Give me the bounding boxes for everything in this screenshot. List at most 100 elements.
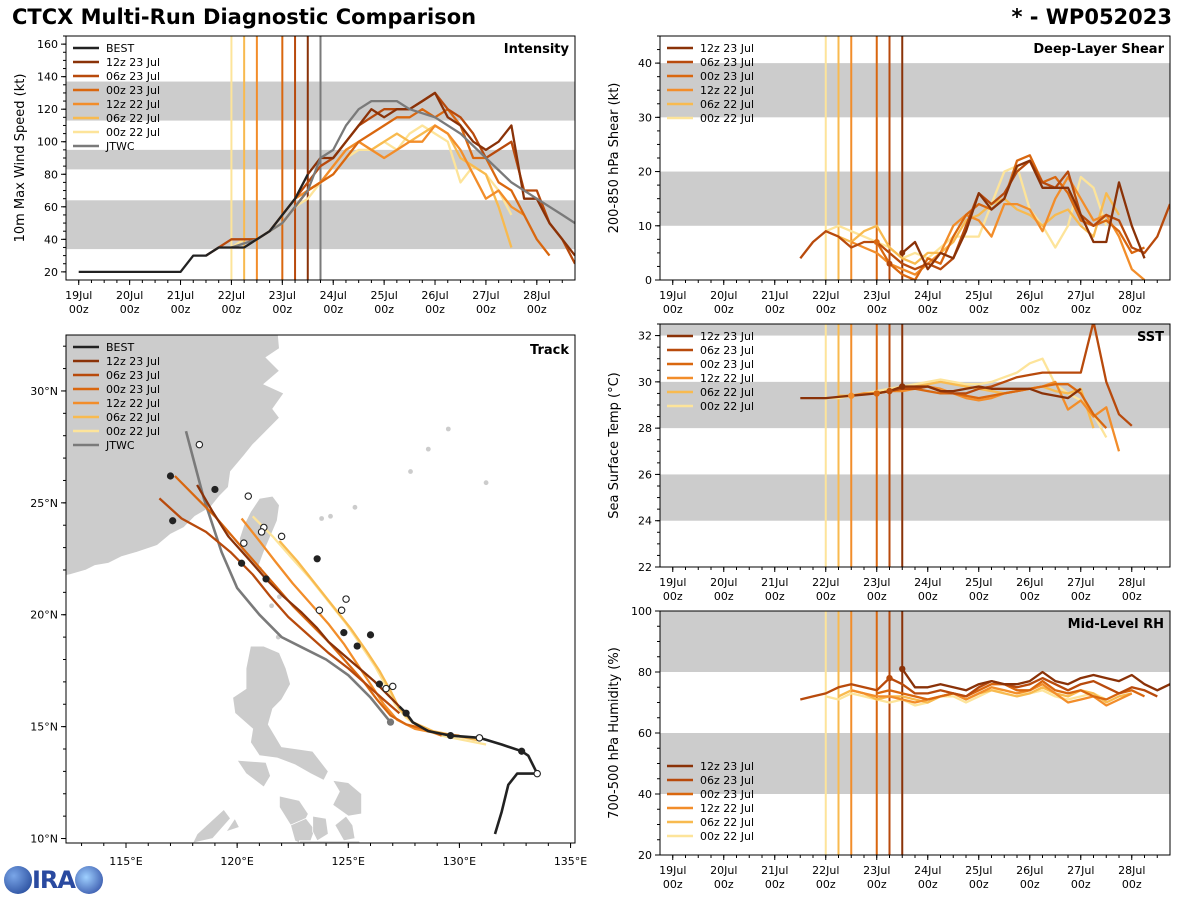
forecast-start-marker <box>886 674 893 682</box>
x-tick-label: 00z <box>1020 303 1040 316</box>
x-tick-label: 00z <box>663 590 683 603</box>
track-point-open <box>244 492 253 500</box>
x-tick-label: 23Jul <box>863 576 890 589</box>
island-land <box>352 504 358 510</box>
track-point-filled <box>340 629 348 637</box>
panel-intensity: 2040608010012014016019Jul00z20Jul00z21Ju… <box>13 35 576 316</box>
x-tick-label: 00z <box>1122 878 1142 891</box>
y-tick-label: 32 <box>638 330 652 343</box>
x-tick-label: 00z <box>714 878 734 891</box>
panel-track: 115°E 120°E 125°E 130°E 135°E 10°N 15°N 20°N 25°… <box>30 334 587 868</box>
island-land <box>328 513 333 519</box>
panel-title: SST <box>1137 330 1164 345</box>
shaded-band <box>660 733 1170 794</box>
x-tick-label: 00z <box>867 303 887 316</box>
track-point-filled <box>313 555 321 563</box>
x-tick-label: 21Jul <box>761 576 788 589</box>
x-tick-label: 115°E <box>109 855 142 868</box>
series-line-00z-23-Jul <box>876 679 1145 701</box>
forecast-start-marker <box>899 383 906 390</box>
luzon-land <box>232 645 329 781</box>
plot-area <box>660 36 1170 280</box>
shaded-band <box>660 611 1170 672</box>
x-tick-label: 00z <box>663 878 683 891</box>
x-tick-label: 00z <box>663 303 683 316</box>
x-tick-label: 20Jul <box>710 289 737 302</box>
x-tick-label: 26Jul <box>421 289 448 302</box>
track-point-open <box>257 528 266 536</box>
legend-label: 12z 22 Jul <box>106 98 160 111</box>
track-line-12z-23-Jul <box>196 484 401 708</box>
x-tick-label: 00z <box>476 303 496 316</box>
track-line-JTWC <box>184 430 392 724</box>
legend-label: 06z 22 Jul <box>700 386 754 399</box>
track-point-filled <box>237 559 246 567</box>
track-line-BEST <box>398 705 539 835</box>
ncar-emblem-icon <box>74 866 103 894</box>
x-tick-label: 26Jul <box>1016 289 1043 302</box>
island-land <box>425 446 431 452</box>
island-land <box>319 516 325 521</box>
x-tick-label: 125°E <box>332 855 365 868</box>
x-tick-label: 00z <box>323 303 343 316</box>
series-line-12z-23-Jul <box>306 91 575 257</box>
y-axis-label: 200-850 hPa Shear (kt) <box>607 83 622 234</box>
x-tick-label: 00z <box>1071 878 1091 891</box>
cira-logo: IRA <box>4 866 103 898</box>
panel-title: Intensity <box>504 42 570 57</box>
x-tick-label: 22Jul <box>812 576 839 589</box>
x-tick-label: 135°E <box>554 855 587 868</box>
x-tick-label: 20Jul <box>116 289 143 302</box>
series-line-12z-23-Jul <box>901 159 1146 271</box>
track-point-filled <box>366 631 375 639</box>
x-tick-label: 00z <box>1020 590 1040 603</box>
shaded-band <box>660 63 1170 118</box>
shaded-band <box>660 171 1170 226</box>
track-line-12z-22-Jul <box>240 517 460 737</box>
island-land <box>269 603 275 609</box>
x-tick-label: 27Jul <box>1067 864 1094 877</box>
x-tick-label: 19Jul <box>659 864 686 877</box>
y-tick-label: 40 <box>44 233 58 246</box>
y-tick-label: 10°N <box>30 833 58 846</box>
negros-land <box>290 817 316 843</box>
x-tick-label: 22Jul <box>812 864 839 877</box>
x-tick-label: 00z <box>714 303 734 316</box>
track-point-open <box>337 606 346 615</box>
track-point-filled <box>518 747 526 755</box>
track-point-open <box>195 440 204 449</box>
island-land <box>225 817 240 833</box>
panel-shear: 01020304019Jul00z20Jul00z21Jul00z22Jul00… <box>607 35 1171 316</box>
x-tick-label: 26Jul <box>1016 864 1043 877</box>
x-tick-label: 21Jul <box>761 864 788 877</box>
mindoro-land <box>236 759 271 788</box>
plot-area <box>66 36 575 280</box>
forecast-start-marker <box>899 665 906 673</box>
storm-id: * - WP052023 <box>1011 5 1172 29</box>
track-point-open <box>277 532 286 541</box>
x-tick-label: 00z <box>1122 303 1142 316</box>
x-tick-label: 00z <box>867 590 887 603</box>
legend-label: 06z 22 Jul <box>106 112 160 125</box>
legend-label: 00z 23 Jul <box>700 358 754 371</box>
legend-label: 00z 23 Jul <box>106 84 160 97</box>
track-point-filled <box>375 680 384 688</box>
legend-label: 06z 22 Jul <box>106 411 160 424</box>
x-tick-label: 23Jul <box>269 289 296 302</box>
x-tick-label: 00z <box>969 590 989 603</box>
track-point-open <box>475 734 484 742</box>
x-tick-label: 00z <box>120 303 140 316</box>
x-tick-label: 00z <box>1071 590 1091 603</box>
track-line-06z-23-Jul <box>158 497 401 715</box>
legend-label: JTWC <box>105 439 135 452</box>
legend-label: 06z 23 Jul <box>106 70 160 83</box>
x-tick-label: 00z <box>918 590 938 603</box>
x-tick-label: 00z <box>69 303 89 316</box>
series-line-00z-22-Jul <box>825 357 1108 438</box>
legend-label: 12z 23 Jul <box>106 56 160 69</box>
track-point-filled <box>211 485 219 494</box>
y-tick-label: 80 <box>44 168 58 181</box>
panel-sst: 22242628303219Jul00z20Jul00z21Jul00z22Ju… <box>607 323 1171 603</box>
x-tick-label: 25Jul <box>370 289 397 302</box>
